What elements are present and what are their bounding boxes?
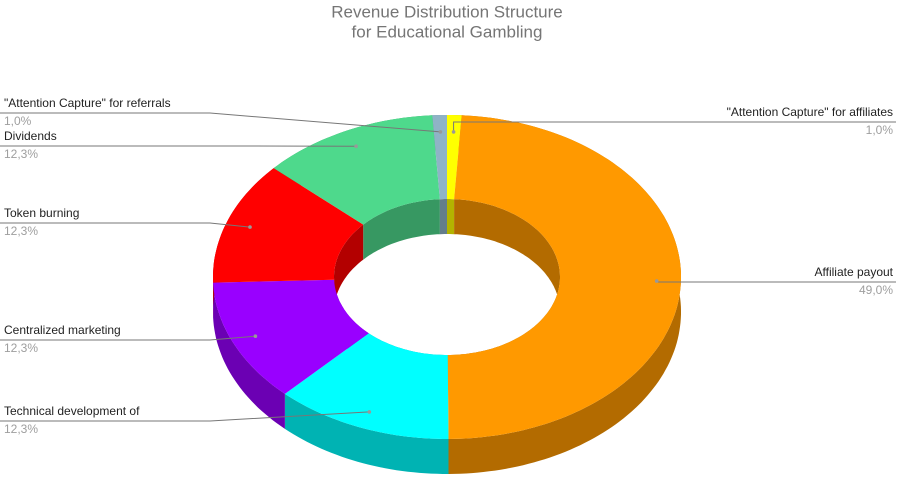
label-value: 12,3% <box>4 147 38 161</box>
label-name: Centralized marketing <box>4 323 121 337</box>
label-value: 12,3% <box>4 341 38 355</box>
leader-line <box>656 281 896 283</box>
slice-inner-side <box>447 199 455 235</box>
slice-outer-side <box>213 282 285 429</box>
leader-line <box>453 121 896 132</box>
leader-dot <box>654 279 659 283</box>
leader-dot <box>438 130 443 134</box>
slice-inner-side <box>363 199 440 260</box>
chart-title: for Educational Gambling <box>352 22 543 41</box>
slice <box>447 115 681 440</box>
slice <box>213 168 364 283</box>
label-value: 12,3% <box>4 422 38 436</box>
label-value: 1,0% <box>4 114 32 128</box>
label-name: "Attention Capture" for affiliates <box>727 105 893 119</box>
label-name: Dividends <box>4 129 57 143</box>
leader-dot <box>367 410 372 414</box>
leader-dot <box>451 130 456 134</box>
label-name: Affiliate payout <box>815 265 894 279</box>
label-name: "Attention Capture" for referrals <box>4 96 171 110</box>
label-name: Technical development of <box>4 404 140 418</box>
slice <box>273 115 440 225</box>
label-value: 1,0% <box>866 123 894 137</box>
label-value: 12,3% <box>4 224 38 238</box>
chart-title: Revenue Distribution Structure <box>331 2 563 21</box>
slice <box>447 115 462 200</box>
slice-inner-side <box>439 199 447 235</box>
label-name: Token burning <box>4 206 79 220</box>
leader-line <box>0 112 441 133</box>
slice-outer-side <box>284 393 449 474</box>
leader-dot <box>253 334 258 339</box>
leader-line <box>0 222 251 228</box>
leader-line <box>0 335 256 341</box>
leader-line <box>0 411 370 422</box>
slice <box>213 279 369 394</box>
leader-dot <box>354 144 358 148</box>
slice <box>284 333 449 439</box>
label-value: 49,0% <box>859 283 893 297</box>
leader-dot <box>248 225 252 229</box>
slice-inner-side <box>334 224 364 315</box>
slice <box>432 115 447 200</box>
